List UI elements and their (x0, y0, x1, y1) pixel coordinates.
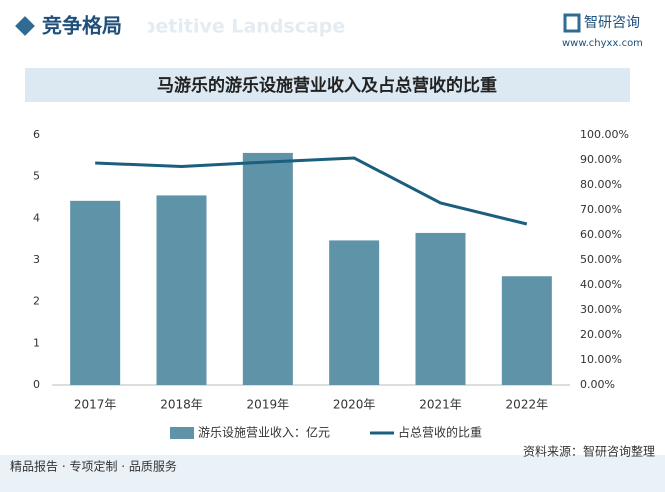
y2-tick-label: 0.00% (580, 378, 615, 391)
y2-tick-label: 10.00% (580, 353, 622, 366)
header-subtitle: Competitive Landscape (95, 16, 345, 38)
y2-tick-label: 50.00% (580, 253, 622, 266)
y2-tick-label: 60.00% (580, 228, 622, 241)
legend-label: 游乐设施营业收入：亿元 (198, 425, 330, 440)
chart-title: 马游乐的游乐设施营业收入及占总营收的比重 (157, 75, 497, 96)
legend-label: 占总营收的比重 (398, 425, 482, 440)
bar (70, 200, 121, 385)
y-tick-label: 3 (33, 253, 40, 266)
logo-icon (563, 13, 581, 33)
y-tick-label: 6 (33, 128, 40, 141)
y-tick-label: 0 (33, 378, 40, 391)
x-tick-label: 2021年 (419, 398, 462, 412)
x-tick-label: 2022年 (506, 398, 549, 412)
logo-url: www.chyxx.com (562, 38, 643, 49)
y-tick-label: 2 (33, 295, 40, 308)
y-tick-label: 1 (33, 336, 40, 349)
footer-left: 精品报告 · 专项定制 · 品质服务 (10, 459, 177, 474)
footer-bar (0, 455, 665, 492)
x-tick-label: 2017年 (74, 398, 117, 412)
y-tick-label: 5 (33, 170, 40, 183)
title-banner (25, 68, 630, 102)
logo-text: 智研咨询 (584, 15, 640, 31)
y2-tick-label: 20.00% (580, 328, 622, 341)
header-icon (15, 16, 35, 36)
bar (242, 152, 293, 385)
bar (501, 276, 552, 385)
y2-tick-label: 100.00% (580, 128, 629, 141)
title-mask (14, 12, 148, 42)
y-tick-label: 4 (33, 211, 40, 224)
y2-tick-label: 70.00% (580, 203, 622, 216)
y2-tick-label: 40.00% (580, 278, 622, 291)
y2-tick-label: 80.00% (580, 178, 622, 191)
x-tick-label: 2019年 (247, 398, 290, 412)
x-tick-label: 2018年 (160, 398, 203, 412)
bar (156, 195, 207, 385)
line (95, 156, 528, 226)
y2-tick-label: 30.00% (580, 303, 622, 316)
source: 资料来源：智研咨询整理 (523, 444, 655, 459)
y2-tick-label: 90.00% (580, 153, 622, 166)
bar (329, 240, 380, 385)
legend-swatch (170, 427, 194, 439)
bar (415, 232, 466, 385)
x-tick-label: 2020年 (333, 398, 376, 412)
header-title: 竞争格局 (42, 14, 122, 38)
